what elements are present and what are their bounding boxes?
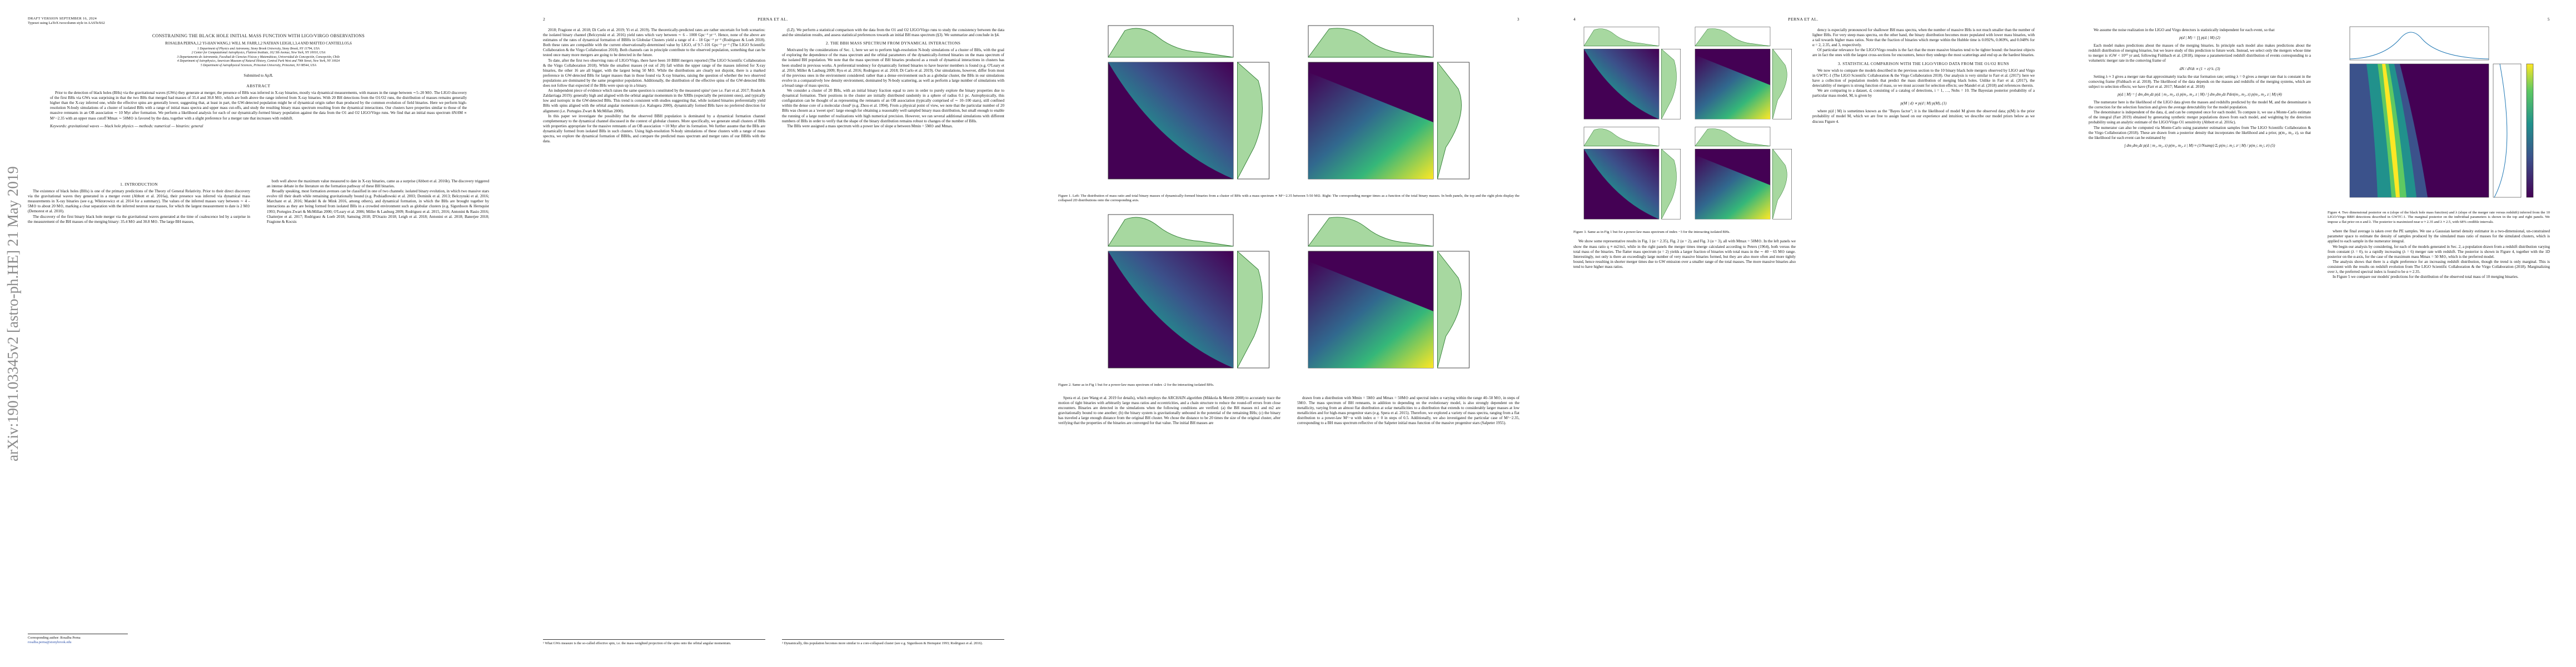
paragraph: We begin our analysis by considering, fo… [2328,244,2550,259]
column: 2018; Fragione et al. 2018; Di Carlo et … [543,28,765,144]
paragraph: Each model makes predictions about the m… [2089,43,2311,63]
column: drawn from a distribution with Mmin = 5M… [1297,396,1519,426]
paragraph: Of particular relevance for the LIGO/Vir… [1812,48,2035,58]
front-matter: CONSTRAINING THE BLACK HOLE INITIAL MASS… [28,33,489,128]
draft-info: Draft version September 16, 2024 Typeset… [28,17,105,26]
figure-2 [1108,214,1470,369]
running-head: Perna et al. [758,17,788,22]
fig1-caption: Figure 1. Left: The distribution of mass… [1058,194,1519,203]
affiliation: 3 Departamento de Astronomía, Facultad d… [177,55,340,59]
paragraph: Broadly speaking, most formation avenues… [267,189,489,224]
footnote: ¹ What GWs measure is the so-called effe… [543,639,765,646]
fig2-caption: Figure 2. Same as in Fig 1 but for a pow… [1058,383,1214,387]
paragraph: both well above the maximum value measur… [267,179,489,189]
equation: p(dᵢ | M) = ∫ dm₁dm₂dz p(dᵢ | m₁, m₂, z)… [2117,92,2282,97]
paragraph: dency is especially pronounced for shall… [1812,28,2035,48]
figure-4 [2349,26,2534,198]
draft-version: Draft version September 16, 2024 [28,17,97,21]
paragraph: The BHs were assigned a mass spectrum wi… [787,123,953,128]
figure-1 [1108,25,1470,180]
fig4-caption: Figure 4. Two dimensional posterior on α… [2328,211,2550,224]
paragraph: We show some representative results in F… [1573,239,1796,269]
paragraph: We consider a cluster of 20 BHs, with an… [782,88,1004,123]
paragraph: The denominator is independent of the da… [2089,110,2311,125]
column: 1. INTRODUCTION The existence of black ho… [28,179,250,225]
figure-3 [1583,27,1792,220]
page-2: 2 Perna et al. 2018; Fragione et al. 201… [515,0,1030,667]
title: CONSTRAINING THE BLACK HOLE INITIAL MASS… [152,33,365,38]
page-5: 5 We assume the noise realization in the… [2061,0,2576,667]
page-3: 3 Figure 1. Left: The distribution of ma… [1030,0,1546,667]
fig3-caption: Figure 3. Same as in Fig 1 but for a pow… [1573,230,1730,234]
footnote: ² Dynamically, this population becomes m… [782,639,1004,646]
authors: Rosalba Perna,1,2 Yi-Han Wang,1 Will M. … [165,42,352,46]
affiliations: 1 Department of Physics and Astronomy, S… [28,47,489,68]
caption: Figure 2. Same as in Fig 1 but for a pow… [1058,381,1519,392]
affiliation: 5 Department of Astrophysical Sciences, … [200,63,316,67]
abstract-heading: ABSTRACT [246,83,271,89]
affiliation: 1 Department of Physics and Astronomy, S… [197,47,320,51]
paragraph: where p(d | M) is sometimes known as the… [1812,109,2035,124]
paragraph: The numerator can also be computed via M… [2089,125,2311,140]
section-heading: 1. INTRODUCTION [120,182,158,187]
section-heading: 2. THE BBH MASS SPECTRUM FROM DYNAMICAL … [825,41,961,46]
paragraph: Setting λ ≈ 3 gives a merger rate that a… [2089,74,2311,89]
equation: p(d | M) = ∏ p(dᵢ | M) (2) [2179,36,2220,41]
paragraph: The discovery of the first binary black … [28,214,250,224]
column: Figure 3. Same as in Fig 1 but for a pow… [1573,228,1796,270]
page-number: 2 [543,17,546,22]
equation: dN / dVdt ∝ (1 + z)^λ. (3) [2179,66,2220,71]
equation: p(M | d) ∝ p(d | M) p(M), (1) [1900,101,1947,106]
column: both well above the maximum value measur… [267,179,489,225]
caption: Figure 1. Left: The distribution of mass… [1058,192,1519,208]
paragraph: where the final average is taken over th… [2328,229,2550,244]
section-heading: 3. STATISTICAL COMPARISON WITH THE LIGO/… [1837,61,2010,66]
abstract: Prior to the detection of black holes (B… [50,91,467,121]
running-head: Perna et al. [1788,17,1818,22]
arxiv-id: arXiv:1901.03345v2 [astro-ph.HE] 21 May … [4,166,21,461]
paragraph: The numerator here is the likelihood of … [2089,100,2311,110]
paragraph: To date, after the first two observing r… [543,58,765,88]
footnote: Corresponding author: Rosalba Perna rosa… [28,634,128,645]
page-4: 4 Perna et al. Figure 3. Same as in Fig … [1546,0,2061,667]
column: Figure 4. Two dimensional posterior on α… [2328,208,2550,280]
paragraph: We assume the noise realization in the L… [2094,28,2275,32]
page-1: arXiv:1901.03345v2 [astro-ph.HE] 21 May … [0,0,515,667]
column: Spera et al. (see Wang et al. 2019 for d… [1058,396,1280,426]
typeset: Typeset using LaTeX twocolumn style in A… [28,21,105,25]
equation: ∫ dm₁dm₂dz p(dᵢ | m₁, m₂, z) p(m₁, m₂, z… [2124,143,2275,148]
page-number: 5 [2547,17,2550,22]
paragraph: We are comparing to a dataset, d, consis… [1812,88,2035,98]
affiliation: 2 Center for Computational Astrophysics,… [191,51,326,55]
paragraph: The existence of black holes (BHs) is on… [28,189,250,214]
column: dency is especially pronounced for shall… [1812,28,2035,125]
page-number: 4 [1573,17,1576,22]
affiliation: 4 Department of Astrophysics, American M… [177,59,340,63]
column: (LZ). We perform a statistical compariso… [782,28,1004,129]
paragraph: The analysis shows that there is a sligh… [2328,259,2550,274]
corresponding-author: Corresponding author: Rosalba Perna [28,636,81,640]
paragraph: drawn from a distribution with Mmin = 5M… [1297,396,1519,426]
paragraph: In Figure 5 we compare our models' predi… [2333,275,2519,280]
paragraph: Spera et al. (see Wang et al. 2019 for d… [1058,396,1280,426]
paragraph: 2018; Fragione et al. 2018; Di Carlo et … [543,28,765,58]
column: We assume the noise realization in the L… [2089,28,2311,151]
paragraph: (LZ). We perform a statistical compariso… [782,28,1004,38]
paragraph: We now wish to compare the models descri… [1812,68,2035,88]
paragraph: In this paper we investigate the possibi… [543,113,765,144]
page-number: 3 [1517,17,1519,22]
keywords: Keywords: gravitational waves — black ho… [50,123,203,128]
email: rosalba.perna@stonybrook.edu [28,640,72,644]
paragraph: An independent piece of evidence which r… [543,88,765,113]
paragraph: Motivated by the considerations of Sec. … [782,48,1004,88]
submitted: Submitted to ApJL [243,73,273,78]
